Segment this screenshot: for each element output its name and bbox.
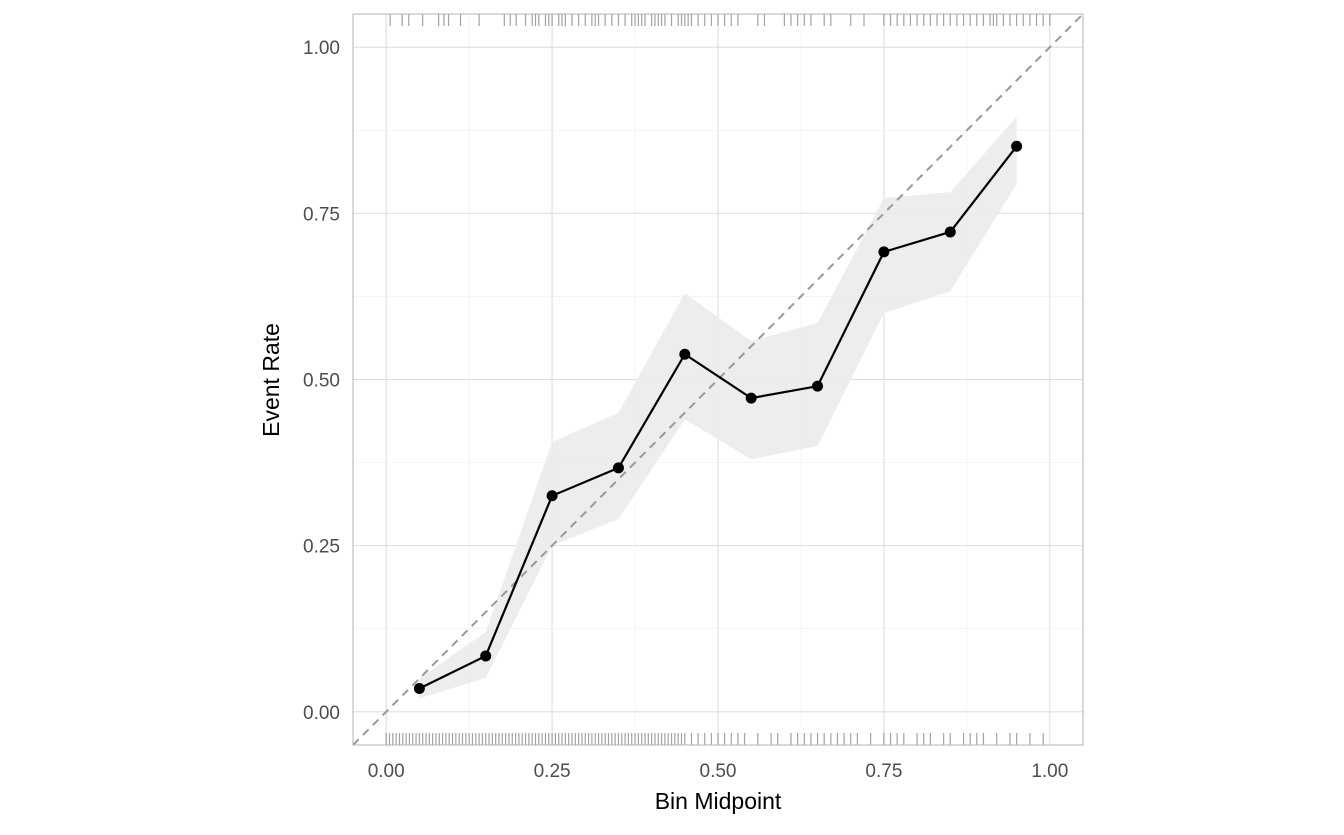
data-point: [679, 348, 691, 360]
y-tick-label: 0.25: [303, 537, 340, 558]
y-tick-label: 0.00: [303, 703, 340, 724]
reference-line-group: [352, 13, 1084, 746]
confidence-ribbon-group: [419, 117, 1017, 699]
data-point: [480, 650, 492, 662]
data-point: [413, 683, 425, 695]
data-point: [1011, 140, 1023, 152]
y-tick-label: 0.50: [303, 371, 340, 392]
y-tick-labels: 0.00 0.25 0.50 0.75 1.00: [303, 38, 340, 724]
data-point: [745, 392, 757, 404]
reference-diagonal-line: [352, 13, 1084, 746]
confidence-ribbon: [419, 117, 1017, 699]
data-point: [546, 490, 558, 502]
y-tick-label: 1.00: [303, 38, 340, 59]
x-tick-label: 0.50: [700, 761, 737, 782]
data-point: [878, 246, 890, 258]
rug-group: [385, 14, 1051, 745]
y-tick-label: 0.75: [303, 204, 340, 225]
data-point: [944, 226, 956, 238]
x-tick-label: 0.75: [865, 761, 902, 782]
series-group: [413, 140, 1023, 695]
y-axis-label: Event Rate: [258, 323, 284, 437]
x-tick-label: 0.00: [368, 761, 405, 782]
x-tick-labels: 0.00 0.25 0.50 0.75 1.00: [368, 761, 1069, 782]
series-line: [418, 145, 1018, 690]
data-point: [812, 380, 824, 392]
x-axis-label: Bin Midpoint: [655, 788, 782, 814]
data-point: [612, 462, 624, 474]
panel-border: [352, 13, 1084, 746]
x-tick-label: 0.25: [534, 761, 571, 782]
x-tick-label: 1.00: [1031, 761, 1068, 782]
